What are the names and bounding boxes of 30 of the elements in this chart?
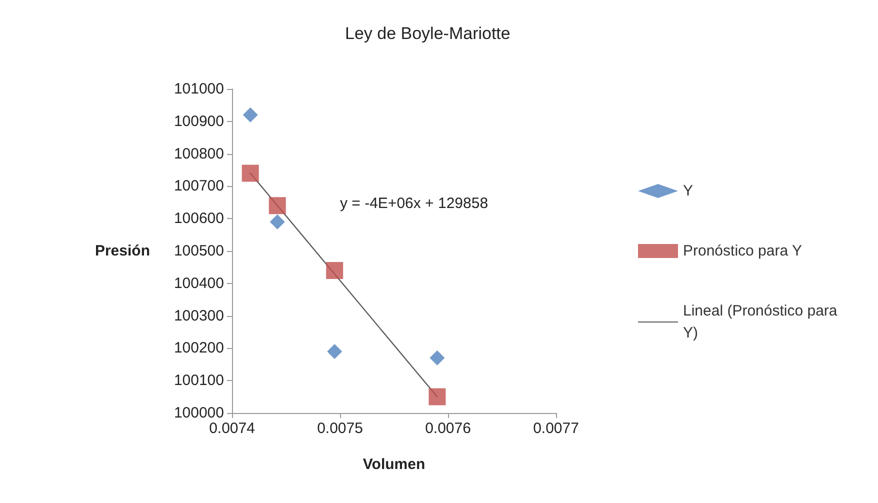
y-tick-label: 100700 (174, 178, 224, 195)
y-tick-label: 100900 (174, 112, 224, 130)
y-tick-label: 100500 (174, 242, 224, 260)
point (242, 107, 258, 122)
y-tick-label: 100300 (174, 307, 224, 324)
x-tick-label: 0.0074 (209, 420, 255, 437)
chart-title: Ley de Boyle-Mariotte (345, 24, 510, 43)
y-tick-label: 100800 (174, 145, 224, 162)
point (430, 350, 445, 366)
y-tick-label: 101000 (174, 80, 224, 98)
legend-label: Lineal (Pronóstico para Y) (683, 302, 842, 342)
legend-label: Pronóstico para Y (683, 242, 802, 260)
point (428, 388, 446, 406)
x-tick-label: 0.0075 (317, 420, 363, 437)
y-tick-label: 100400 (174, 274, 224, 292)
x-tick-label: 0.0077 (533, 420, 579, 437)
y-tick-label: 100100 (174, 372, 224, 390)
point (326, 262, 344, 279)
point (242, 164, 259, 182)
y-tick-label: 100600 (174, 210, 224, 228)
annotation: y = -4E+06x + 129858 (340, 195, 488, 212)
point (327, 344, 342, 359)
y-tick-label: 100000 (174, 404, 224, 422)
y-axis-title: Presión (94, 242, 150, 260)
x-axis-title: Volumen (362, 456, 426, 473)
x-tick-label: 0.0076 (425, 420, 471, 437)
legend-label: Y (683, 182, 694, 200)
point (270, 214, 285, 230)
point (268, 197, 286, 214)
y-tick-label: 100200 (174, 340, 224, 357)
